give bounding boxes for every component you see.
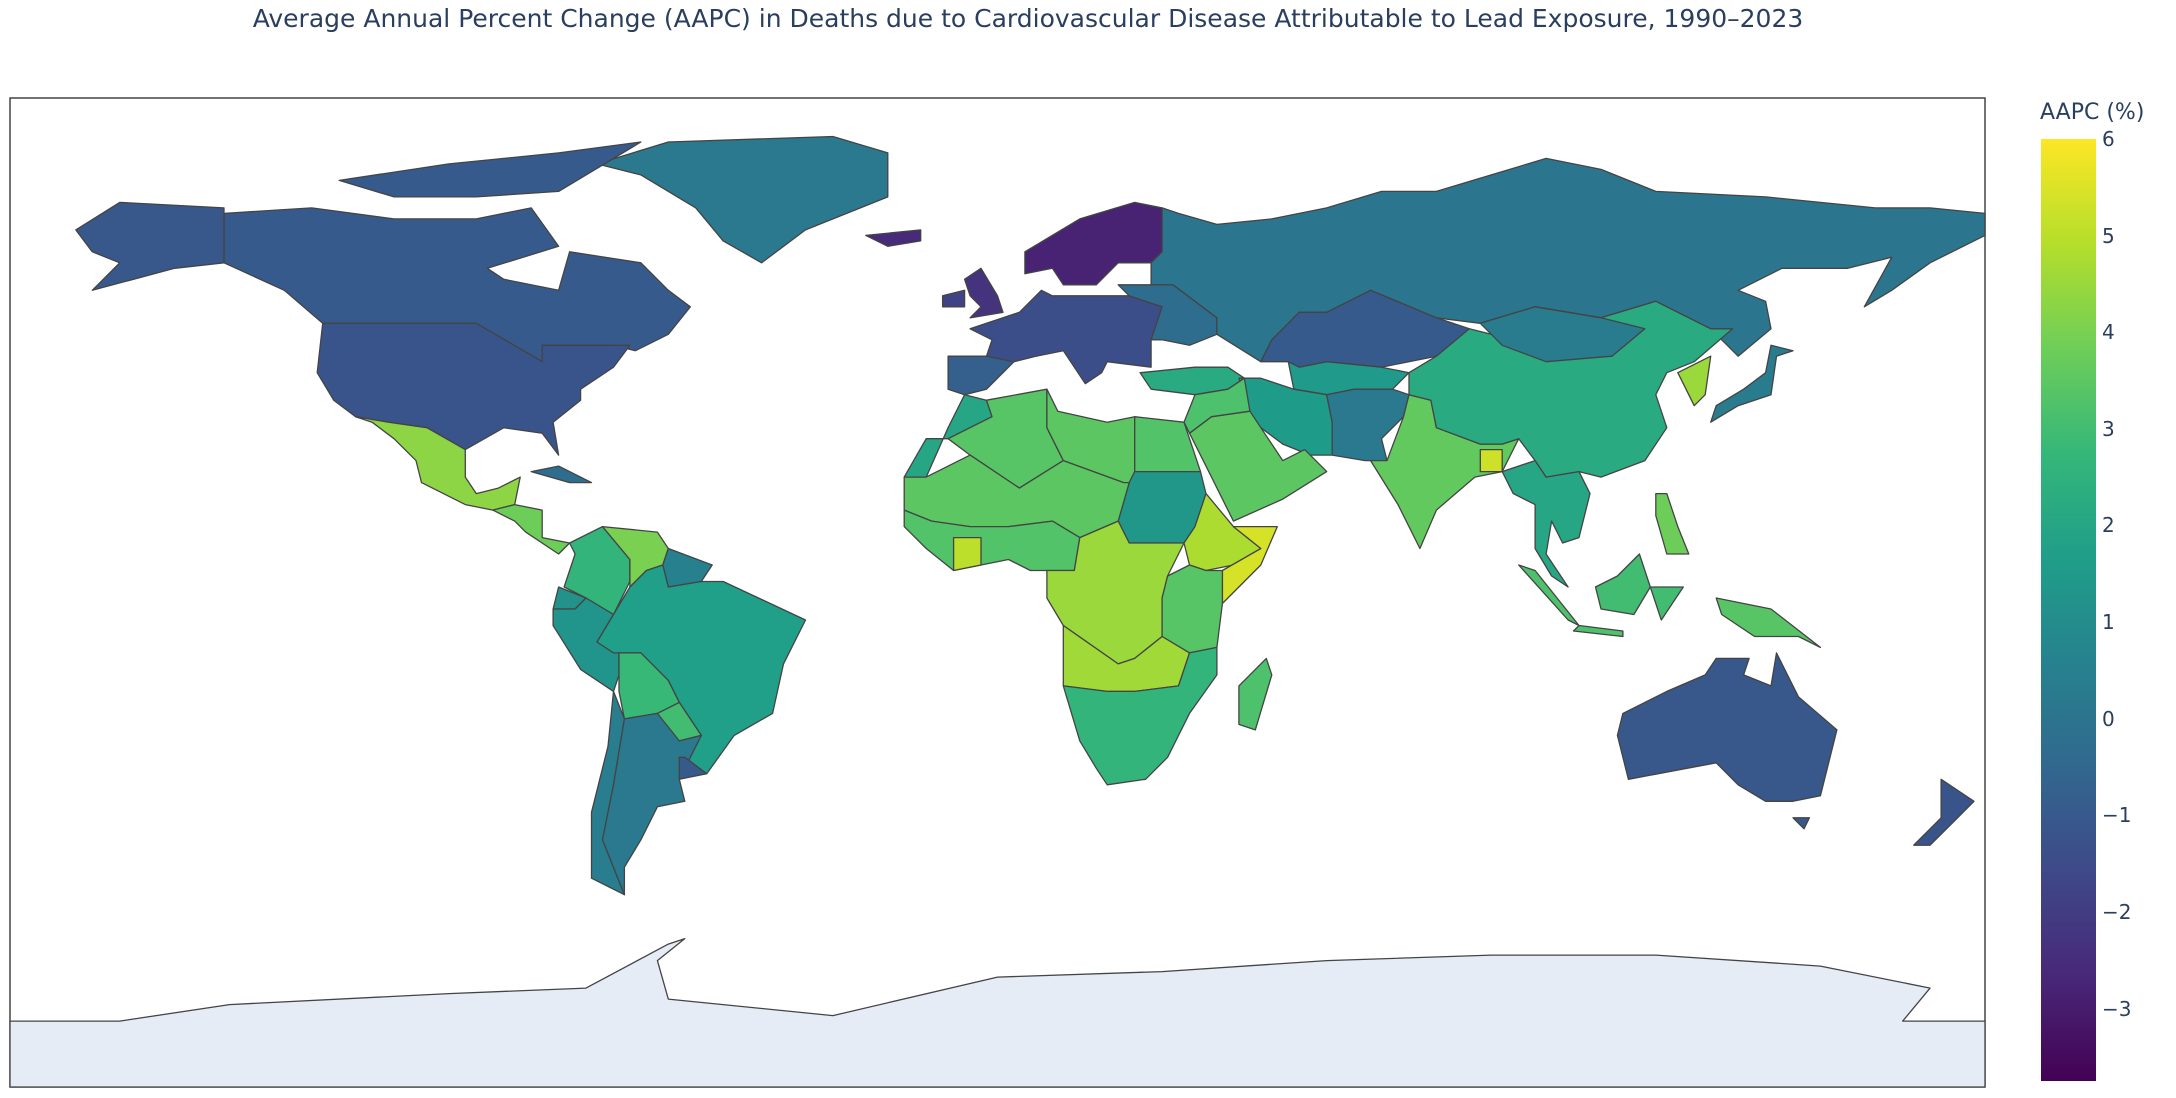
region-eafr[interactable] <box>1161 564 1224 654</box>
colorbar <box>2041 139 2096 1081</box>
region-aus[interactable] <box>1616 652 1838 802</box>
colorbar-tick-label: −1 <box>2102 803 2132 828</box>
region-cub[interactable] <box>530 465 593 484</box>
region-grl[interactable] <box>596 135 889 264</box>
region-usa-ak[interactable] <box>75 201 225 291</box>
region-nzl[interactable] <box>1913 778 1975 846</box>
region-isl[interactable] <box>865 229 922 247</box>
region-can-arctic[interactable] <box>338 141 642 198</box>
colorbar-tick-label: 3 <box>2102 416 2115 441</box>
region-civ[interactable] <box>952 536 982 572</box>
colorbar-tick-label: 2 <box>2102 513 2115 538</box>
region-arg[interactable] <box>601 712 702 896</box>
region-tas[interactable] <box>1792 817 1811 830</box>
region-afpak[interactable] <box>1326 388 1410 462</box>
colorbar-tick-label: 4 <box>2102 320 2115 345</box>
region-antarctica-no-data <box>9 937 1986 1088</box>
region-gbr[interactable] <box>963 267 1004 319</box>
colorbar-tick-label: 6 <box>2102 127 2115 151</box>
region-safr[interactable] <box>1062 646 1218 786</box>
region-seasia[interactable] <box>1501 459 1591 588</box>
region-ury[interactable] <box>678 756 708 780</box>
region-png[interactable] <box>1715 597 1822 649</box>
region-sulawesi[interactable] <box>1649 586 1684 621</box>
region-phl[interactable] <box>1655 492 1690 555</box>
colorbar-tick-label: −2 <box>2102 899 2132 924</box>
region-jpn[interactable] <box>1710 344 1794 423</box>
country-layer <box>9 135 1986 1088</box>
region-irl[interactable] <box>941 289 966 308</box>
region-bgd[interactable] <box>1479 448 1503 473</box>
region-java[interactable] <box>1572 624 1624 638</box>
region-kor[interactable] <box>1677 355 1712 407</box>
chart-title: Average Annual Percent Change (AAPC) in … <box>252 4 1804 33</box>
region-iberia[interactable] <box>947 355 1015 396</box>
colorbar-tick-label: 1 <box>2102 610 2115 635</box>
colorbar-tick-label: 0 <box>2102 706 2115 731</box>
colorbar-title: AAPC (%) <box>2040 100 2145 125</box>
region-mex[interactable] <box>354 416 521 511</box>
colorbar-tick-label: −3 <box>2102 996 2132 1021</box>
colorbar-tick-label: 5 <box>2102 223 2115 248</box>
region-mng[interactable] <box>1479 306 1646 363</box>
region-mdg[interactable] <box>1238 657 1273 731</box>
region-weur[interactable] <box>969 289 1163 385</box>
